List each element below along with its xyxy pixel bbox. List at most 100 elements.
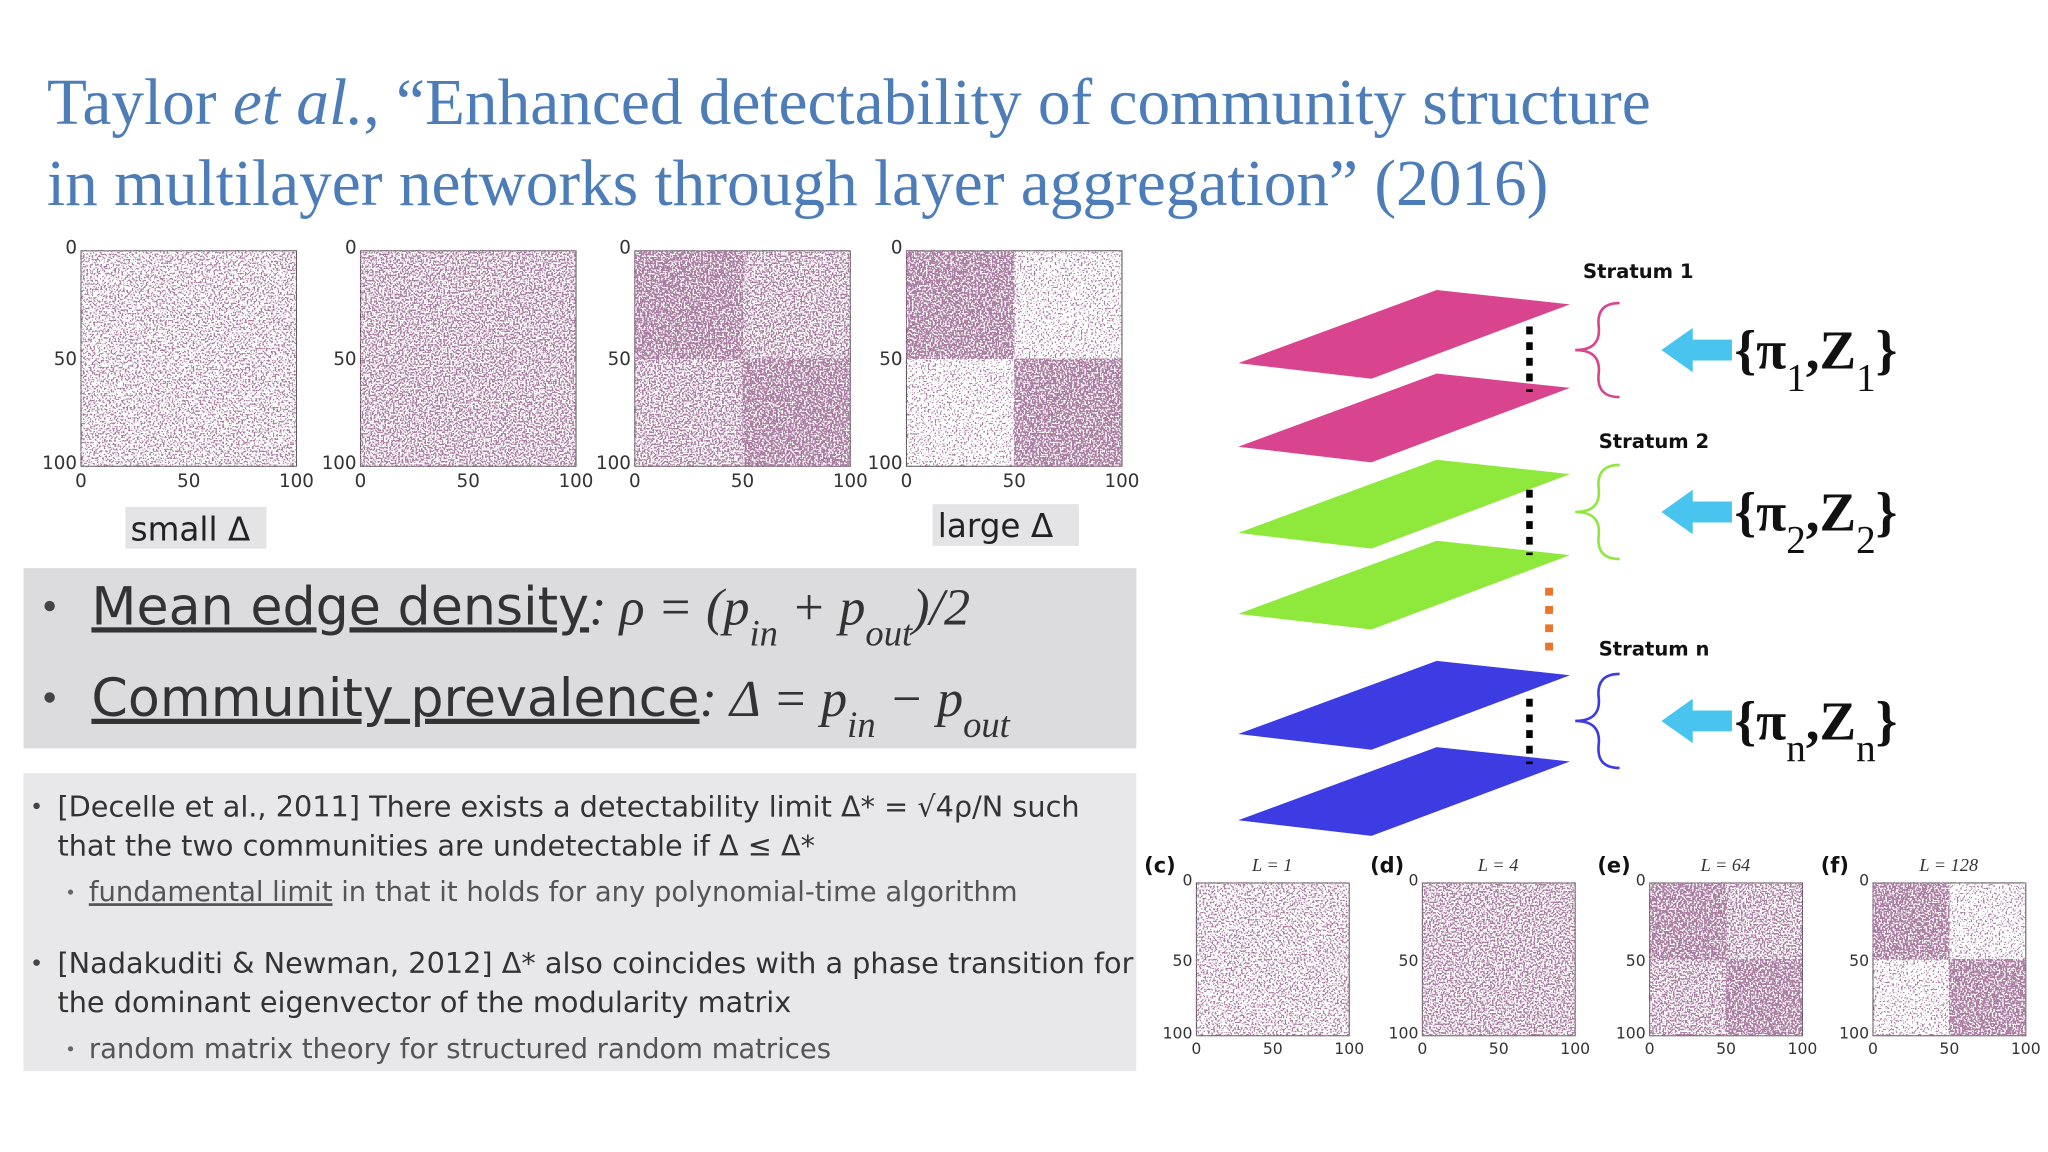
matrix-texture [1949,882,2026,960]
y-tick-label: 100 [1389,1023,1419,1042]
stratum-params: {πn,Zn} [1735,690,1898,770]
sub-piece: et al. [233,67,364,139]
layer [1238,289,1570,379]
note-line: that the two communities are undetectabl… [57,829,815,863]
sub-piece: out [865,612,913,653]
panel-tag: (d) [1370,853,1404,877]
sub-piece: 1 [1856,356,1876,399]
y-tick-label: 0 [1859,871,1869,890]
layer [1238,459,1570,549]
strata-diagram [1238,289,1570,836]
layer [1238,540,1570,630]
matrix-texture [1649,882,1727,960]
sub-piece: out [963,703,1011,744]
layer [1238,747,1570,836]
y-tick-label: 100 [596,453,631,474]
panel-title: L = 4 [1477,855,1518,875]
matrix-texture [906,250,1015,359]
arrow [1661,327,1732,373]
caption-bg [125,506,267,549]
matrix-texture [1196,959,1273,1036]
piece: } [1876,690,1898,751]
sub-piece: in [847,703,875,744]
matrix-texture [1498,882,1576,960]
matrix-texture [1196,882,1273,960]
y-tick-label: 50 [333,349,356,370]
note-line: the dominant eigenvector of the modulari… [57,985,791,1019]
x-tick-label: 100 [833,471,868,492]
piece: {π [1735,690,1787,751]
x-tick-label: 100 [279,471,314,492]
stratum-label: Stratum 2 [1599,430,1709,453]
stratum-params: {π1,Z1} [1735,319,1898,399]
y-tick-label: 100 [1839,1023,1869,1042]
matrix-texture [1014,358,1122,467]
definition: Mean edge density: ρ = (pin + pout)/2 [91,577,970,653]
bullet [44,600,55,612]
caption-bg [932,504,1079,546]
note-line: [Nadakuditi & Newman, 2012] Δ* also coin… [57,946,1133,980]
matrix-texture [188,358,297,467]
piece: + p [778,578,865,636]
y-tick-label: 0 [345,237,357,258]
sub-piece: 2 [1786,518,1806,561]
x-tick-label: 0 [1645,1039,1655,1058]
x-tick-label: 0 [901,471,913,492]
y-tick-label: 0 [891,237,903,258]
bullet [44,692,55,703]
stratum-label: Stratum 1 [1583,260,1693,283]
x-tick-label: 50 [1489,1039,1509,1058]
stratum-label: Stratum n [1599,638,1710,661]
piece: , “Enhanced detectability of community s… [363,67,1650,139]
matrix-texture [468,250,576,359]
x-tick-label: 100 [559,471,594,492]
piece: ,Z [1806,481,1856,542]
panel-tag: (c) [1144,853,1175,877]
sub-note-text: in that it holds for any polynomial-time… [332,877,1017,908]
matrix-texture [1726,882,1803,960]
piece: {π [1735,481,1787,542]
title-line: Taylor et al., “Enhanced detectability o… [47,67,1651,139]
matrix-texture [1726,959,1803,1036]
layer [1238,373,1570,463]
panel-tag: (e) [1597,853,1630,877]
notes-box [23,773,1137,1072]
sub-bullet [67,889,74,895]
y-tick-label: 0 [65,237,77,258]
x-tick-label: 0 [355,471,367,492]
y-tick-label: 50 [54,349,77,370]
definition-term: Community prevalence [91,669,699,729]
matrix-texture [1272,882,1350,960]
piece: : ρ = (p [589,578,749,636]
panel-caption: large Δ [938,507,1054,545]
y-tick-label: 50 [1849,951,1869,970]
matrix-texture [742,358,851,467]
piece: ,Z [1806,319,1856,380]
y-tick-label: 100 [322,453,357,474]
matrix-texture [1014,250,1122,359]
matrix-texture [1872,959,1950,1036]
x-tick-label: 50 [177,471,200,492]
y-tick-label: 100 [42,453,77,474]
definitions-box [23,568,1137,749]
matrix-texture [906,358,1015,467]
matrix-texture [634,358,743,467]
stratum-params: {π2,Z2} [1735,481,1898,561]
matrix-texture [188,250,297,359]
matrix-texture [80,358,189,467]
brace [1575,672,1620,770]
sub-piece: in [749,612,777,653]
x-tick-label: 0 [629,471,641,492]
matrix-texture [1498,959,1576,1036]
panel-tag: (f) [1821,853,1849,877]
x-tick-label: 50 [457,471,480,492]
piece: )/2 [909,578,970,636]
arrow [1661,698,1732,744]
bullet [33,959,40,966]
x-tick-label: 100 [1105,471,1140,492]
sub-note-term: fundamental limit [89,877,333,908]
y-tick-label: 0 [1636,871,1646,890]
matrix-texture [1272,959,1350,1036]
